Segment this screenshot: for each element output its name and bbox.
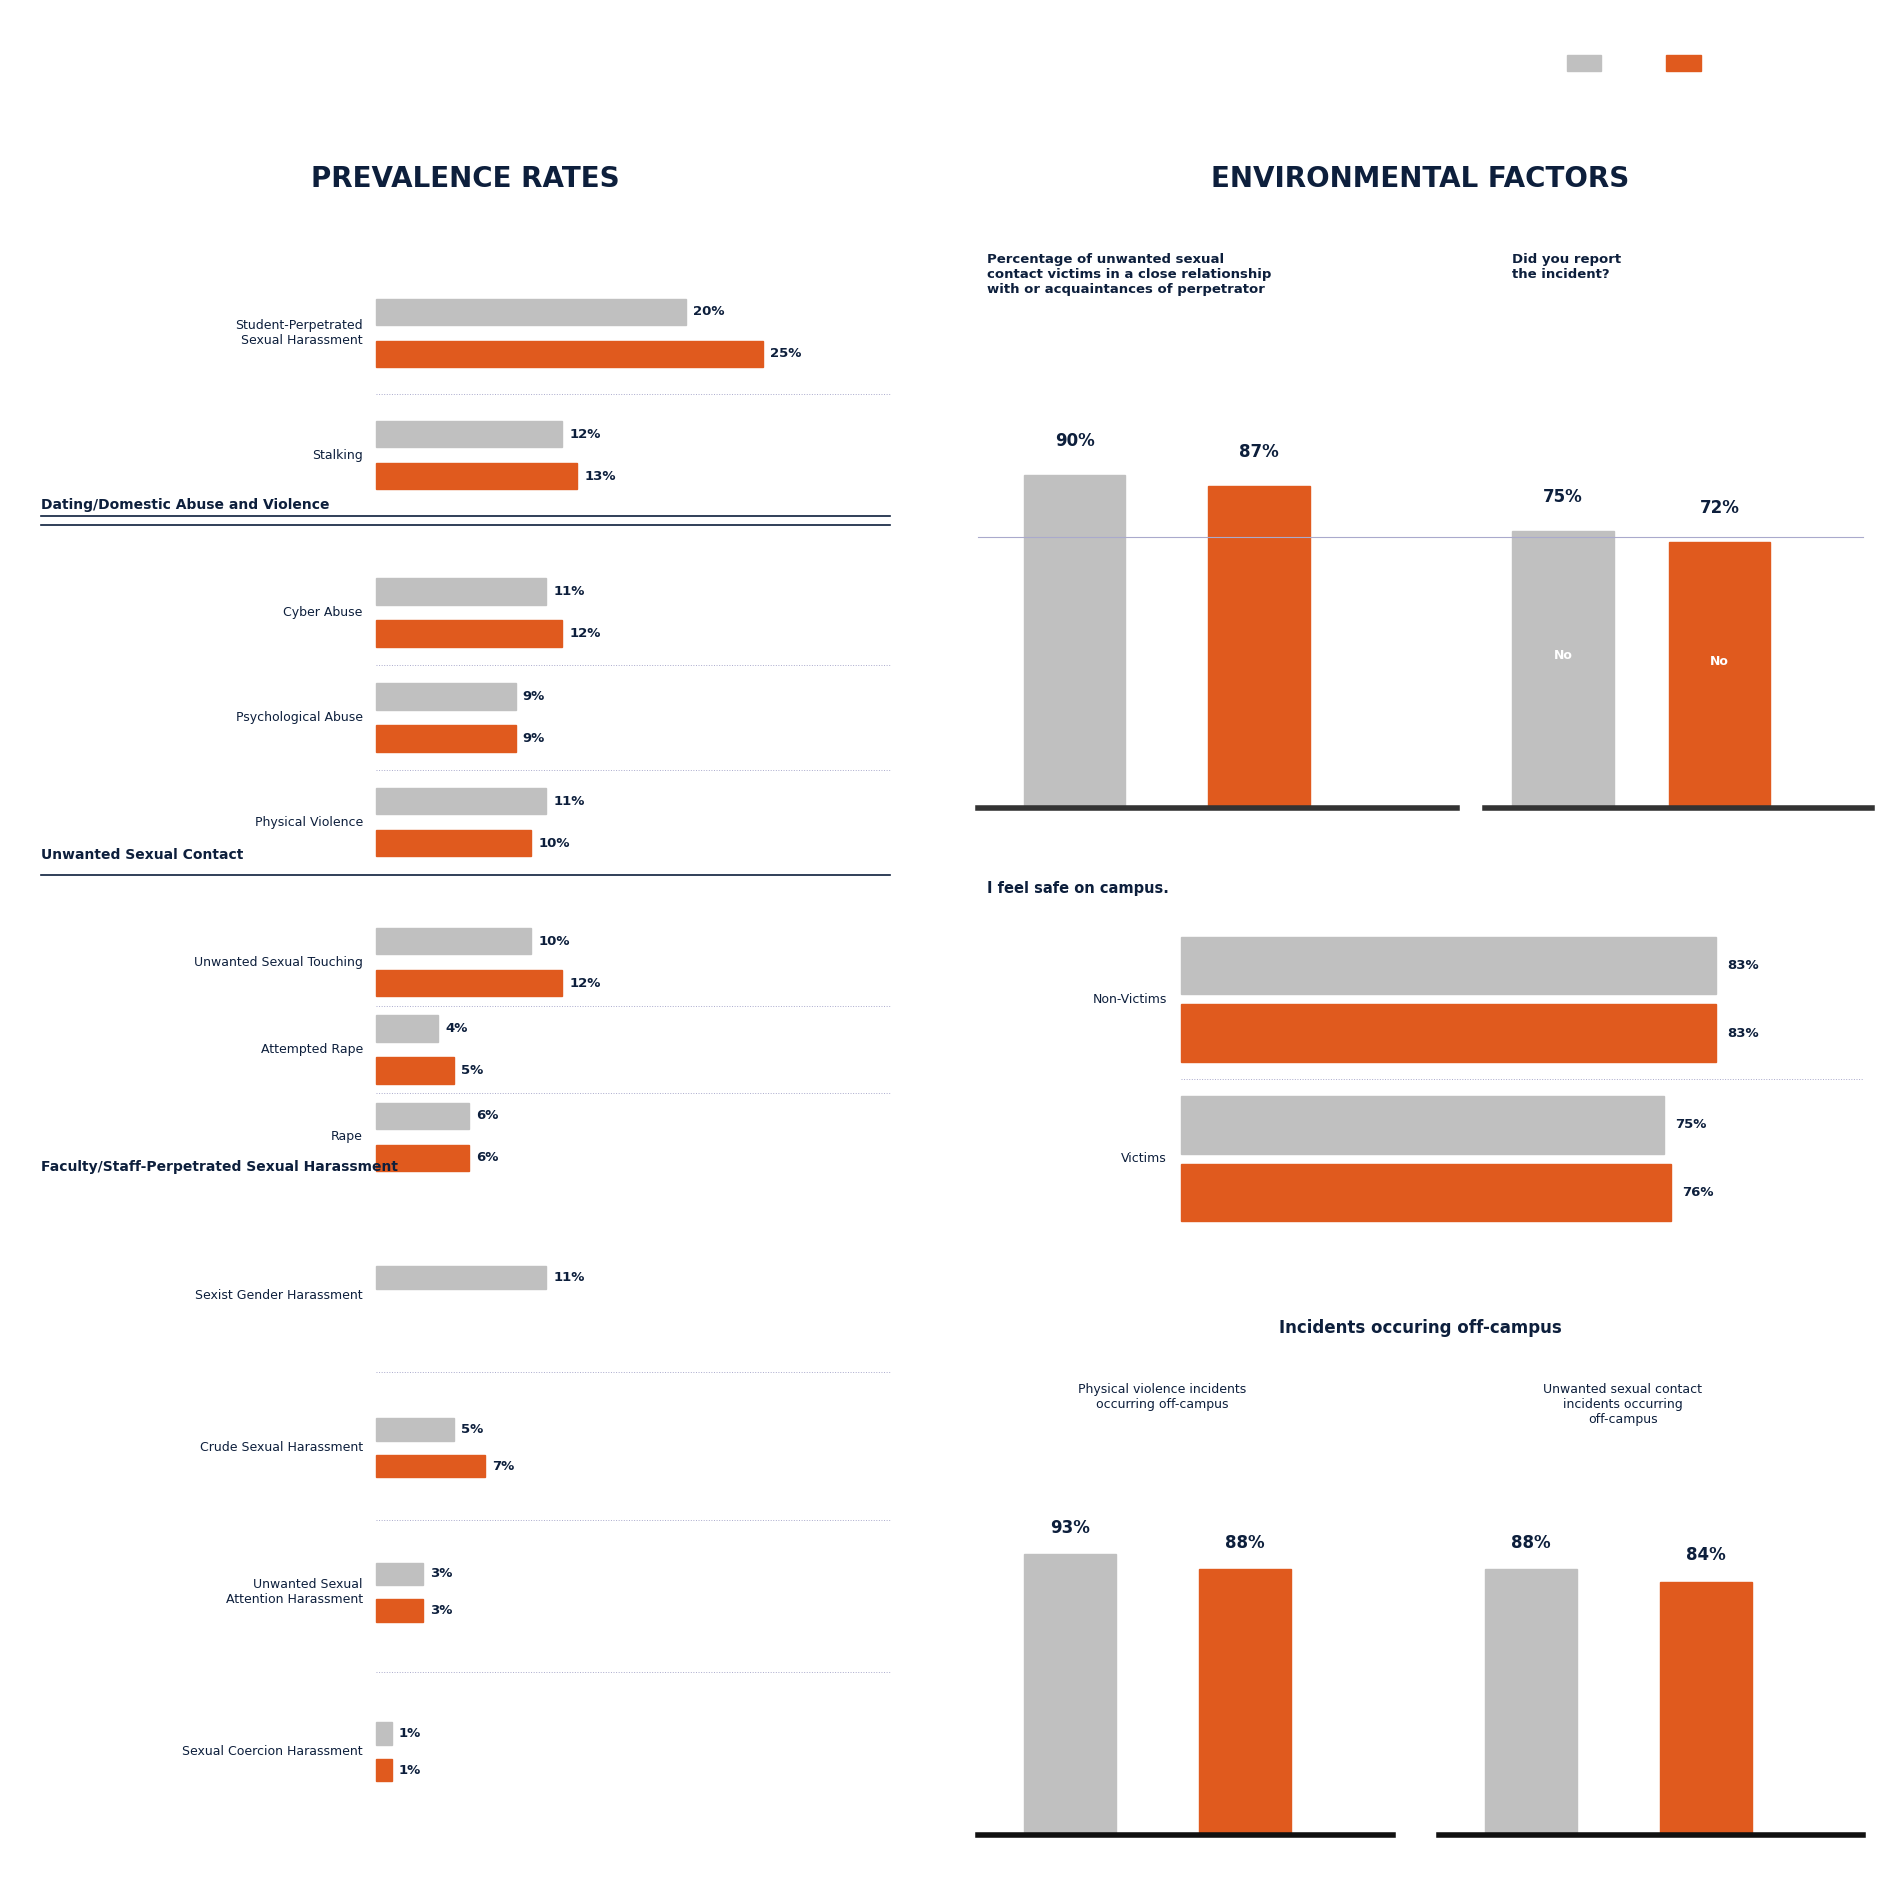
Text: Incidents occuring off-campus: Incidents occuring off-campus xyxy=(1279,1319,1562,1338)
Legend: UTSA, UT System Academic
Institution Average: UTSA, UT System Academic Institution Ave… xyxy=(1562,42,1864,82)
Text: 3%: 3% xyxy=(429,1604,452,1617)
Text: I feel safe on campus.: I feel safe on campus. xyxy=(988,882,1168,895)
Text: 12%: 12% xyxy=(570,977,600,990)
Text: Unwanted Sexual Touching: Unwanted Sexual Touching xyxy=(194,956,363,969)
Text: 90%: 90% xyxy=(1054,433,1094,450)
FancyBboxPatch shape xyxy=(376,684,515,709)
Text: Unwanted Sexual Contact: Unwanted Sexual Contact xyxy=(42,847,243,863)
Text: 13%: 13% xyxy=(585,469,616,483)
FancyBboxPatch shape xyxy=(1668,542,1771,809)
FancyBboxPatch shape xyxy=(1180,937,1716,994)
Text: Student-Perpetrated
Sexual Harassment: Student-Perpetrated Sexual Harassment xyxy=(236,319,363,348)
FancyBboxPatch shape xyxy=(376,340,764,367)
Text: 4%: 4% xyxy=(445,1022,467,1036)
Text: 11%: 11% xyxy=(553,585,585,598)
Text: No: No xyxy=(1710,656,1729,669)
Text: Attempted Rape: Attempted Rape xyxy=(260,1043,363,1056)
FancyBboxPatch shape xyxy=(376,1058,454,1083)
FancyBboxPatch shape xyxy=(376,1015,439,1041)
FancyBboxPatch shape xyxy=(376,621,562,646)
FancyBboxPatch shape xyxy=(376,464,578,490)
Text: 88%: 88% xyxy=(1226,1533,1265,1552)
Text: 76%: 76% xyxy=(1682,1186,1714,1199)
Text: ENVIRONMENTAL FACTORS: ENVIRONMENTAL FACTORS xyxy=(1210,165,1630,192)
Text: Faculty/Staff-Perpetrated Sexual Harassment: Faculty/Staff-Perpetrated Sexual Harassm… xyxy=(42,1161,399,1174)
Text: 25%: 25% xyxy=(770,348,802,361)
Text: Percentage of unwanted sexual
contact victims in a close relationship
with or ac: Percentage of unwanted sexual contact vi… xyxy=(988,253,1271,296)
FancyBboxPatch shape xyxy=(376,1455,485,1478)
FancyBboxPatch shape xyxy=(376,927,530,954)
Text: 6%: 6% xyxy=(477,1151,498,1165)
Text: 75%: 75% xyxy=(1676,1119,1706,1130)
FancyBboxPatch shape xyxy=(1484,1569,1577,1835)
Text: Did you report
the incident?: Did you report the incident? xyxy=(1512,253,1621,281)
FancyBboxPatch shape xyxy=(376,830,530,857)
FancyBboxPatch shape xyxy=(376,971,562,996)
Text: Sexual Coercion Harassment: Sexual Coercion Harassment xyxy=(182,1746,363,1758)
Text: 72%: 72% xyxy=(1700,500,1740,517)
FancyBboxPatch shape xyxy=(376,1417,454,1440)
FancyBboxPatch shape xyxy=(1180,1096,1664,1153)
Text: 10%: 10% xyxy=(538,935,570,948)
Text: PREVALENCE RATES: PREVALENCE RATES xyxy=(312,165,619,192)
FancyBboxPatch shape xyxy=(376,788,547,815)
Text: Physical Violence: Physical Violence xyxy=(255,815,363,828)
Text: KEY FINDINGS: KEY FINDINGS xyxy=(38,40,371,84)
Text: 1%: 1% xyxy=(399,1763,422,1776)
Text: Sexist Gender Harassment: Sexist Gender Harassment xyxy=(196,1290,363,1302)
Text: 12%: 12% xyxy=(570,428,600,441)
FancyBboxPatch shape xyxy=(376,1721,391,1744)
Text: Victims: Victims xyxy=(1121,1151,1167,1165)
Text: Unwanted sexual contact
incidents occurring
off-campus: Unwanted sexual contact incidents occurr… xyxy=(1543,1383,1702,1425)
Text: 7%: 7% xyxy=(492,1459,513,1472)
Text: Non-Victims: Non-Victims xyxy=(1092,994,1167,1005)
FancyBboxPatch shape xyxy=(376,1759,391,1782)
Text: No: No xyxy=(1554,650,1573,661)
FancyBboxPatch shape xyxy=(1024,475,1125,809)
FancyBboxPatch shape xyxy=(1199,1569,1292,1835)
Text: 84%: 84% xyxy=(1685,1547,1725,1564)
FancyBboxPatch shape xyxy=(376,298,686,325)
Text: 9%: 9% xyxy=(522,732,545,745)
Text: Rape: Rape xyxy=(331,1130,363,1144)
Text: 11%: 11% xyxy=(553,794,585,808)
Text: Crude Sexual Harassment: Crude Sexual Harassment xyxy=(200,1442,363,1454)
FancyBboxPatch shape xyxy=(376,726,515,752)
FancyBboxPatch shape xyxy=(1180,1005,1716,1062)
Text: 83%: 83% xyxy=(1727,960,1759,973)
Text: 20%: 20% xyxy=(694,306,724,319)
Text: 75%: 75% xyxy=(1543,488,1583,505)
FancyBboxPatch shape xyxy=(1024,1554,1115,1835)
Text: Physical violence incidents
occurring off-campus: Physical violence incidents occurring of… xyxy=(1077,1383,1246,1410)
Text: Dating/Domestic Abuse and Violence: Dating/Domestic Abuse and Violence xyxy=(42,498,331,511)
Text: 6%: 6% xyxy=(477,1110,498,1123)
FancyBboxPatch shape xyxy=(376,1600,422,1623)
Text: 93%: 93% xyxy=(1051,1518,1091,1537)
Text: 5%: 5% xyxy=(460,1423,483,1436)
FancyBboxPatch shape xyxy=(376,578,547,604)
Text: 3%: 3% xyxy=(429,1568,452,1581)
Text: 1%: 1% xyxy=(399,1727,422,1740)
Text: 10%: 10% xyxy=(538,836,570,849)
Text: Unwanted Sexual
Attention Harassment: Unwanted Sexual Attention Harassment xyxy=(226,1579,363,1606)
FancyBboxPatch shape xyxy=(376,1562,422,1585)
FancyBboxPatch shape xyxy=(1661,1581,1752,1835)
FancyBboxPatch shape xyxy=(1512,530,1613,809)
FancyBboxPatch shape xyxy=(376,1265,547,1288)
Text: 5%: 5% xyxy=(460,1064,483,1077)
Text: Stalking: Stalking xyxy=(312,448,363,462)
Text: 12%: 12% xyxy=(570,627,600,640)
FancyBboxPatch shape xyxy=(376,1102,469,1129)
Text: Psychological Abuse: Psychological Abuse xyxy=(236,711,363,724)
Text: 87%: 87% xyxy=(1239,443,1279,462)
Text: Cyber Abuse: Cyber Abuse xyxy=(283,606,363,619)
FancyBboxPatch shape xyxy=(1180,1163,1670,1222)
Text: 83%: 83% xyxy=(1727,1026,1759,1039)
Text: 11%: 11% xyxy=(553,1271,585,1284)
FancyBboxPatch shape xyxy=(376,1146,469,1170)
Text: 88%: 88% xyxy=(1510,1533,1550,1552)
FancyBboxPatch shape xyxy=(1208,486,1309,809)
FancyBboxPatch shape xyxy=(376,422,562,446)
Text: 9%: 9% xyxy=(522,690,545,703)
